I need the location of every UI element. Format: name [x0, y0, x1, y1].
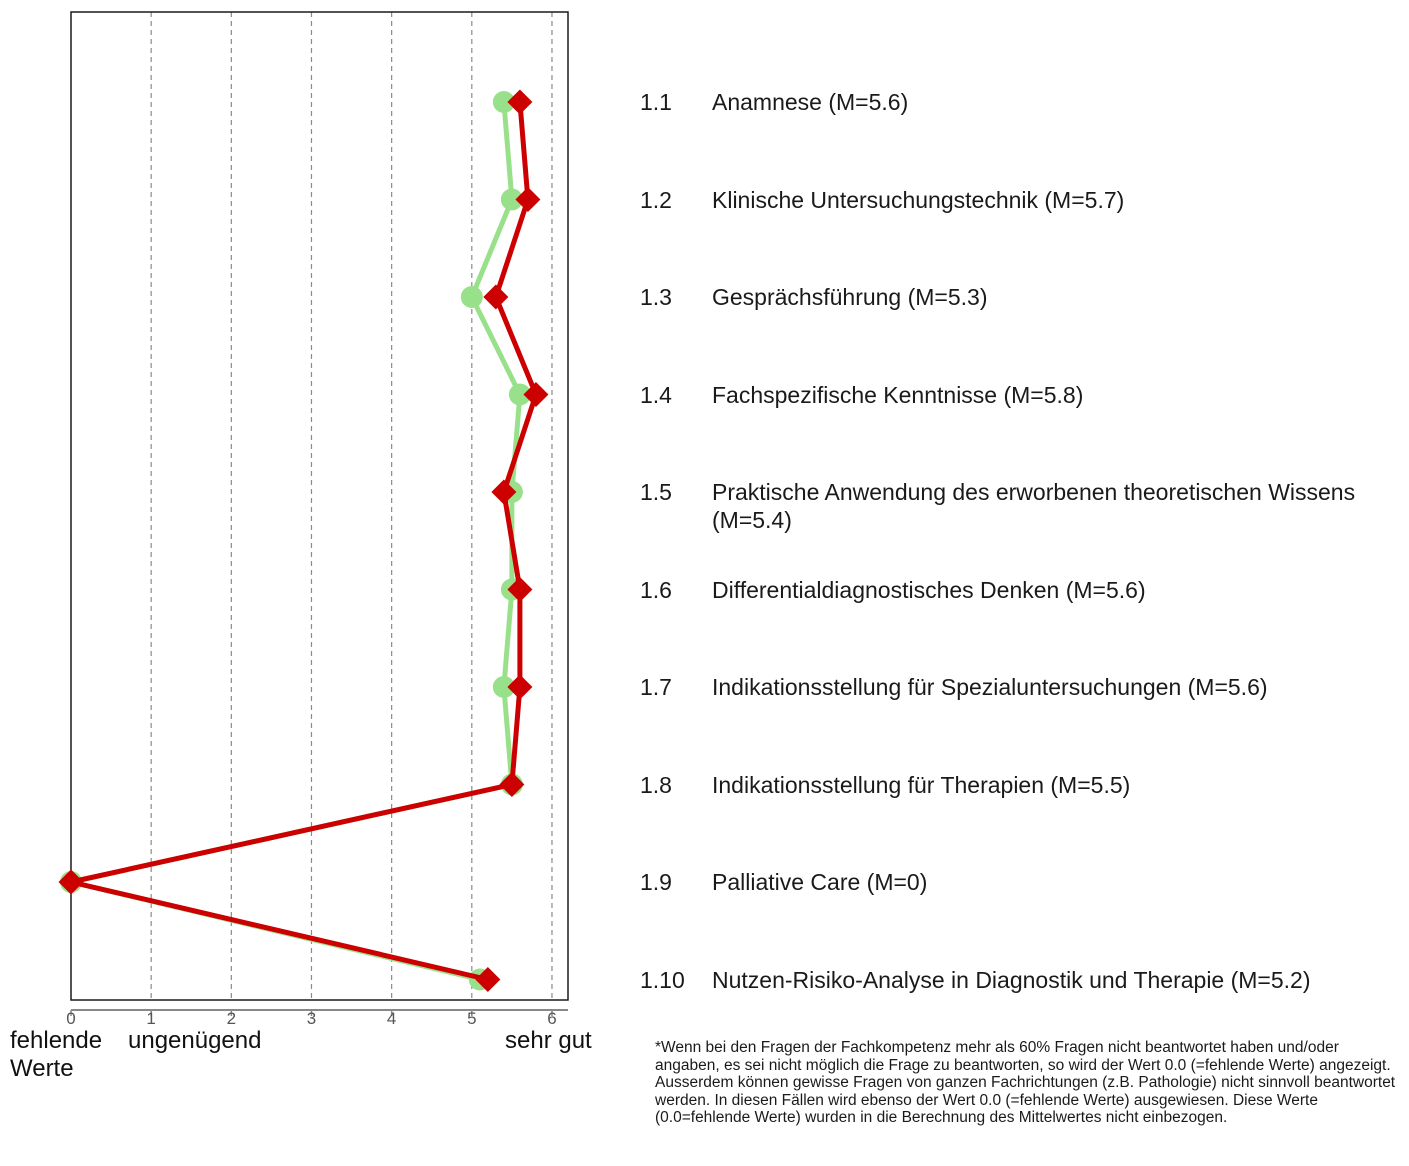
diamond-point [499, 772, 525, 797]
item-row: 1.8 Indikationsstellung für Therapien (M=… [640, 771, 1400, 799]
diamond-point [507, 577, 533, 602]
circle-point [460, 286, 483, 308]
item-number: 1.7 [640, 674, 672, 700]
item-label: Anamnese (M=5.6) [712, 89, 909, 115]
item-row: 1.2 Klinische Untersuchungstechnik (M=5.7… [640, 186, 1400, 214]
circle-point [500, 188, 523, 211]
item-row: 1.4 Fachspezifische Kenntnisse (M=5.8) [640, 381, 1400, 409]
series-diamond-line [70, 101, 539, 982]
diamond-point [483, 284, 509, 310]
item-number: 1.8 [640, 771, 672, 798]
item-number: 1.3 [640, 284, 672, 310]
x-tick-label: 2 [227, 1009, 236, 1025]
item-number: 1.6 [640, 576, 672, 603]
item-number: 1.1 [640, 89, 672, 115]
item-label: Palliative Care (M=0) [712, 869, 928, 895]
series-layer [58, 89, 549, 992]
item-row: 1.6 Differentialdiagnostisches Denken (M=… [640, 576, 1400, 604]
item-label: Praktische Anwendung des erworbenen theo… [712, 479, 1356, 533]
item-row: 1.1 Anamnese (M=5.6) [640, 88, 1400, 116]
x-tick-label: 3 [307, 1009, 316, 1025]
circle-point [492, 676, 515, 698]
item-label: Differentialdiagnostisches Denken (M=5.6… [712, 576, 1146, 603]
x-tick-label: 6 [547, 1009, 556, 1025]
scale-label-mid: ungenügend [128, 1027, 262, 1054]
diamond-point [58, 869, 84, 895]
x-axis: 0 1 2 3 4 5 6 [66, 1009, 568, 1025]
item-number: 1.9 [640, 869, 672, 895]
profile-chart: 0 1 2 3 4 5 6 [58, 11, 569, 1025]
item-number: 1.5 [640, 479, 672, 505]
item-row: 1.5 Praktische Anwendung des erworbenen t… [640, 478, 1400, 534]
diamond-point [515, 187, 541, 212]
diamond-point [491, 479, 517, 505]
item-label: Fachspezifische Kenntnisse (M=5.8) [712, 381, 1084, 408]
item-label: Indikationsstellung für Spezialuntersuch… [712, 674, 1268, 700]
diamond-point [507, 89, 533, 115]
item-row: 1.10 Nutzen-Risiko-Analyse in Diagnostik … [640, 966, 1400, 994]
item-label: Klinische Untersuchungstechnik (M=5.7) [712, 186, 1125, 213]
scale-label-low: fehlende [10, 1027, 103, 1054]
item-number: 1.10 [640, 966, 685, 993]
item-row: 1.9 Palliative Care (M=0) [640, 868, 1400, 896]
grid-lines [150, 12, 553, 1000]
item-label: Gesprächsführung (M=5.3) [712, 284, 988, 310]
diamond-point [475, 967, 501, 992]
x-tick-label: 0 [66, 1009, 75, 1025]
item-row: 1.7 Indikationsstellung für Spezialunters… [640, 673, 1400, 701]
scale-label-low-cont: Werte [10, 1055, 74, 1082]
item-number: 1.4 [640, 381, 672, 408]
scale-label-high: sehr gut [505, 1027, 592, 1054]
plot-frame [70, 11, 569, 1001]
x-tick-label: 1 [146, 1009, 155, 1025]
diamond-point [523, 382, 549, 407]
circle-point [508, 383, 531, 406]
diamond-point [507, 674, 533, 700]
circle-point [492, 91, 515, 113]
item-label: Nutzen-Risiko-Analyse in Diagnostik und … [712, 966, 1311, 993]
item-number: 1.2 [640, 186, 672, 213]
item-label: Indikationsstellung für Therapien (M=5.5… [712, 771, 1131, 798]
footnote: *Wenn bei den Fragen der Fachkompetenz m… [655, 1039, 1396, 1126]
x-tick-label: 5 [467, 1009, 476, 1025]
x-tick-label: 4 [387, 1009, 396, 1025]
item-row: 1.3 Gesprächsführung (M=5.3) [640, 283, 1400, 311]
series-circle-line [70, 101, 523, 982]
